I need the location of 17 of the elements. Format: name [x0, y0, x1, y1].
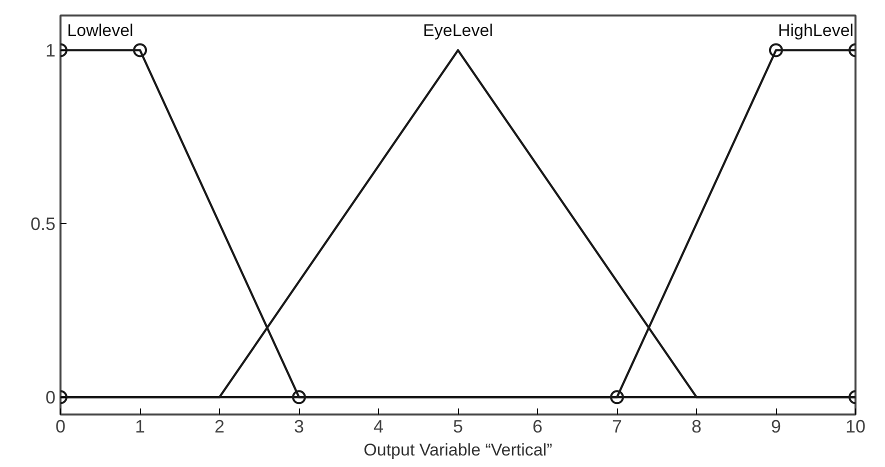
- x-tick-label: 9: [770, 416, 782, 436]
- y-tick-label: 1: [45, 40, 56, 61]
- series-label: EyeLevel: [423, 21, 493, 40]
- x-tick-label: 7: [612, 416, 622, 436]
- series-label: Lowlevel: [67, 21, 134, 40]
- x-tick-label: 4: [373, 416, 384, 436]
- x-tick-label: 3: [294, 416, 304, 436]
- series-label: HighLevel: [778, 21, 854, 40]
- x-tick-label: 10: [845, 416, 866, 436]
- x-tick-label: 8: [691, 416, 702, 436]
- x-tick-label: 5: [452, 416, 464, 436]
- y-tick-label: 0.5: [30, 214, 56, 234]
- y-tick-label: 0: [45, 388, 56, 408]
- x-tick-label: 1: [134, 416, 146, 436]
- x-axis-title: Output Variable “Vertical”: [364, 440, 553, 460]
- x-tick-label: 6: [532, 416, 543, 436]
- x-tick-label: 2: [214, 416, 225, 436]
